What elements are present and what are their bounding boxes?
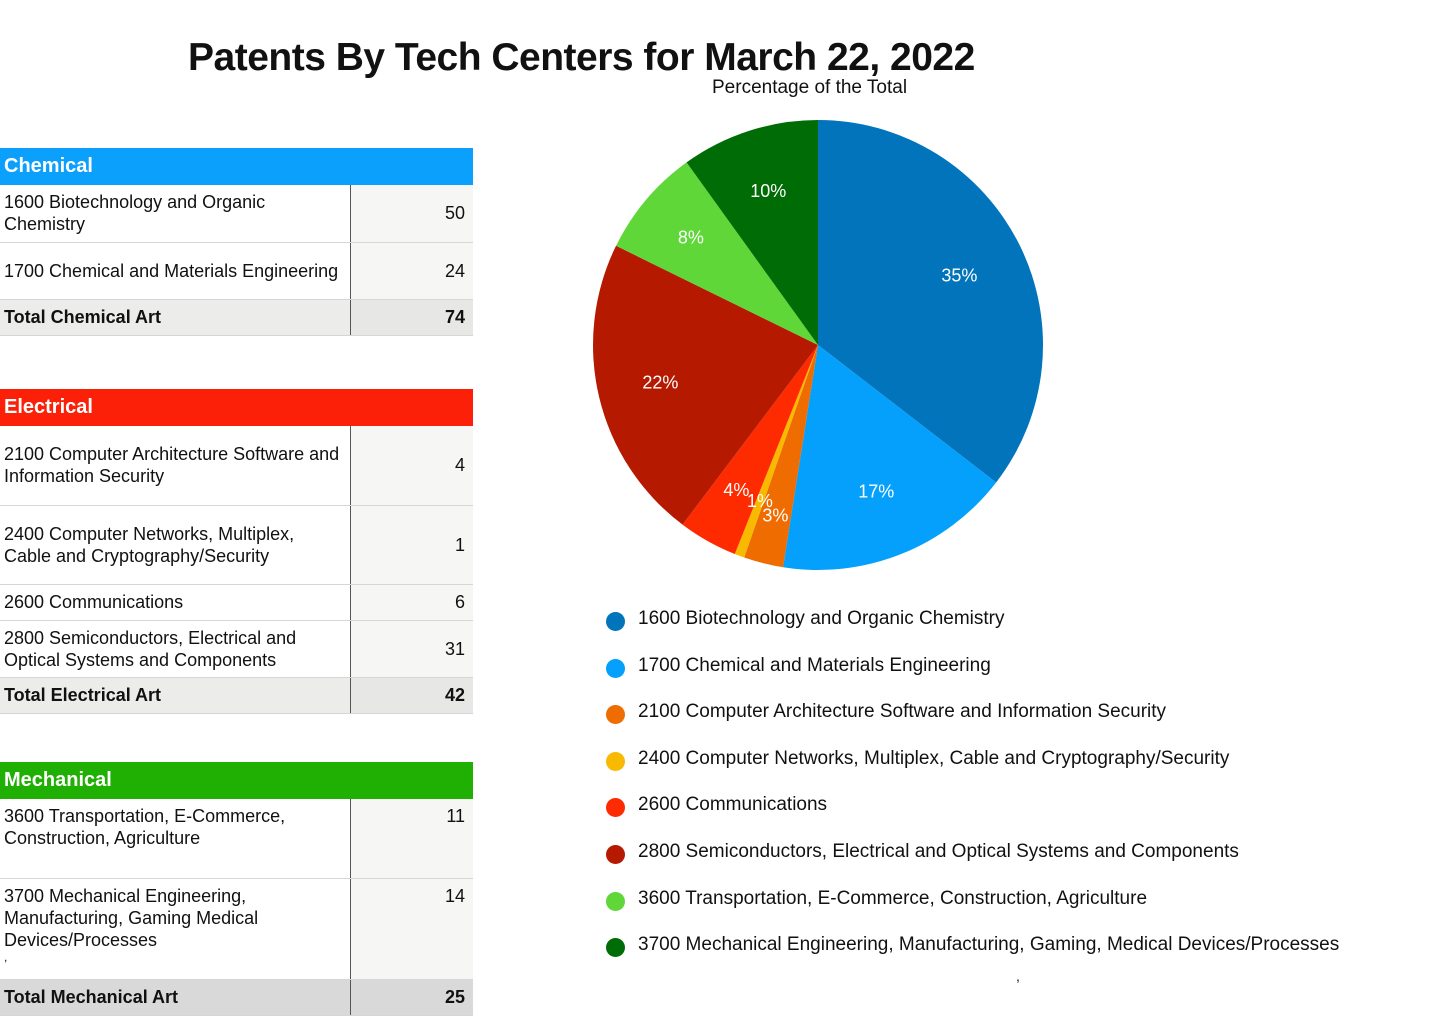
total-label: Total Mechanical Art (0, 978, 351, 1016)
table-row: 2800 Semiconductors, Electrical and Opti… (0, 620, 473, 678)
pie-slice (686, 120, 818, 345)
slice-percent-label: 4% (723, 480, 749, 500)
row-value: 1 (350, 505, 473, 585)
row-label: 2800 Semiconductors, Electrical and Opti… (0, 620, 351, 678)
electrical-table: Electrical 2100 Computer Architecture So… (0, 389, 473, 714)
row-value: 50 (350, 185, 473, 243)
legend-label: 2100 Computer Architecture Software and … (638, 701, 1167, 723)
pie-slice (783, 345, 997, 570)
chemical-table: Chemical 1600 Biotechnology and Organic … (0, 148, 473, 336)
legend-swatch (606, 891, 625, 911)
table-row: 3700 Mechanical Engineering, Manufacturi… (0, 878, 473, 980)
slice-percent-label: 35% (941, 266, 977, 286)
stray-comma: , (4, 949, 8, 964)
legend-swatch (606, 705, 625, 725)
row-value: 24 (350, 242, 473, 300)
table-row: 1600 Biotechnology and Organic Chemistry… (0, 185, 473, 243)
total-label: Total Chemical Art (0, 298, 351, 336)
legend-label: 3600 Transportation, E-Commerce, Constru… (638, 887, 1148, 909)
legend-label: 3700 Mechanical Engineering, Manufacturi… (638, 934, 1340, 956)
row-label: 2100 Computer Architecture Software and … (0, 426, 351, 506)
slice-percent-label: 1% (747, 491, 773, 511)
slice-percent-label: 3% (762, 505, 788, 525)
row-label: 3600 Transportation, E-Commerce, Constru… (0, 799, 351, 879)
row-label: 2400 Computer Networks, Multiplex, Cable… (0, 505, 351, 585)
total-value: 25 (350, 978, 473, 1016)
total-row: Total Chemical Art 74 (0, 298, 473, 336)
total-value: 74 (350, 298, 473, 336)
row-label: 1700 Chemical and Materials Engineering (0, 242, 351, 300)
total-row: Total Electrical Art 42 (0, 676, 473, 714)
legend-label: 1600 Biotechnology and Organic Chemistry (638, 608, 1005, 629)
slice-percent-label: 22% (642, 373, 678, 393)
pie-slice (734, 345, 818, 558)
legend-swatch (606, 798, 625, 818)
stray-mark: , (1016, 968, 1020, 984)
pie-slice (682, 345, 818, 555)
legend-label: 2400 Computer Networks, Multiplex, Cable… (638, 747, 1230, 769)
row-value: 6 (350, 584, 473, 621)
table-row: 2400 Computer Networks, Multiplex, Cable… (0, 505, 473, 585)
total-row: Total Mechanical Art 25 (0, 978, 473, 1016)
slice-percent-label: 17% (858, 481, 894, 501)
pie-chart: 35% 17% 3%1%4% 22% 8% 10% (592, 120, 1043, 570)
legend-swatch (606, 658, 625, 678)
table-row: 3600 Transportation, E-Commerce, Constru… (0, 799, 473, 879)
pie-slice (592, 245, 818, 525)
electrical-header: Electrical (0, 389, 473, 426)
row-label: 3700 Mechanical Engineering, Manufacturi… (4, 885, 259, 950)
row-label: 2600 Communications (0, 584, 351, 621)
legend-swatch (606, 612, 625, 631)
row-label: 1600 Biotechnology and Organic Chemistry (0, 185, 351, 243)
slice-percent-label: 10% (750, 181, 786, 201)
legend-swatch (606, 844, 625, 864)
chart-title: Patents By Tech Centers for March 22, 20… (188, 36, 975, 79)
mechanical-table: Mechanical 3600 Transportation, E-Commer… (0, 762, 473, 1016)
row-value: 31 (350, 620, 473, 678)
chemical-header: Chemical (0, 148, 473, 185)
legend-swatch (606, 938, 625, 958)
total-label: Total Electrical Art (0, 676, 351, 714)
table-row: 2100 Computer Architecture Software and … (0, 426, 473, 506)
chart-subtitle: Percentage of the Total (712, 77, 908, 98)
legend-label: 2800 Semiconductors, Electrical and Opti… (638, 840, 1239, 862)
pie-slice (818, 120, 1043, 483)
row-value: 14 (350, 878, 473, 980)
pie-slice (616, 162, 818, 345)
legend-label: 1700 Chemical and Materials Engineering (638, 654, 991, 676)
mechanical-header: Mechanical (0, 762, 473, 799)
legend-swatch (606, 751, 625, 771)
legend-label: 2600 Communications (638, 794, 828, 816)
total-value: 42 (350, 676, 473, 714)
row-value: 4 (350, 426, 473, 506)
table-row: 1700 Chemical and Materials Engineering … (0, 242, 473, 300)
pie-slice (744, 345, 818, 568)
row-value: 11 (350, 799, 473, 879)
slice-percent-label: 8% (678, 228, 704, 248)
table-row: 2600 Communications 6 (0, 584, 473, 621)
